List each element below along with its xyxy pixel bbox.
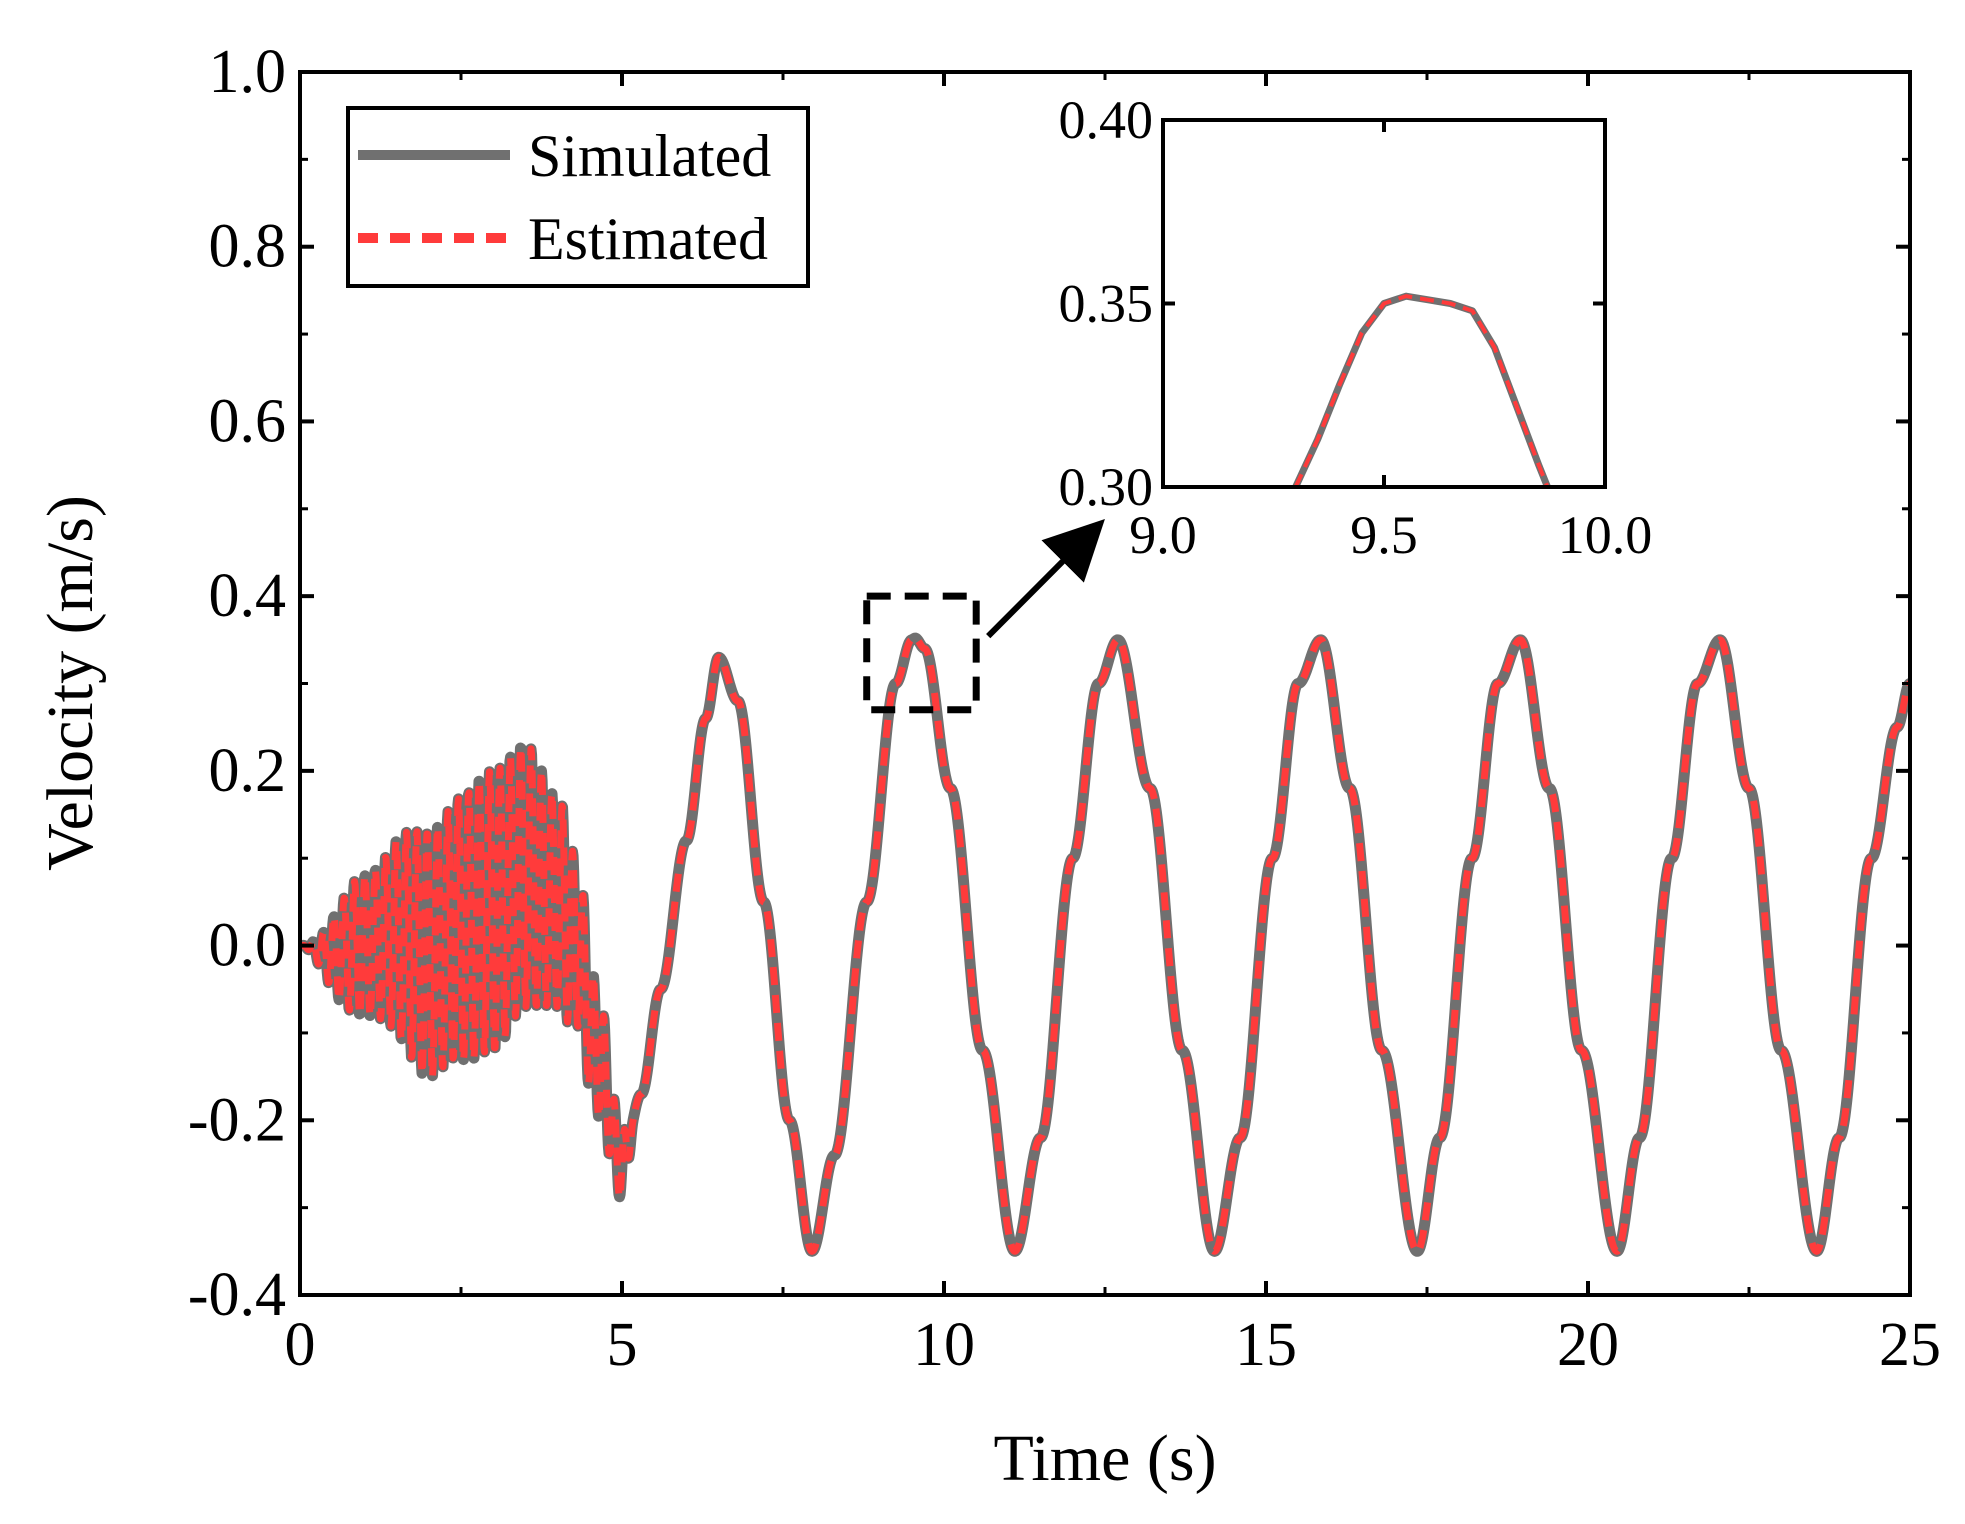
y-tick-label: 0.4 xyxy=(209,562,287,630)
legend-label-simulated: Simulated xyxy=(528,123,771,189)
inset-y-tick-label: 0.35 xyxy=(1059,274,1154,334)
x-tick-label: 20 xyxy=(1557,1311,1619,1379)
inset-series-line-estimated xyxy=(1293,294,1550,487)
inset-chart: 9.0 9.5 10.0 0.30 0.35 0.40 xyxy=(1059,90,1653,565)
y-axis-title: Velocity (m/s) xyxy=(34,495,107,871)
inset-series-group xyxy=(1292,292,1551,487)
inset-ticks-group: 9.0 9.5 10.0 0.30 0.35 0.40 xyxy=(1059,90,1653,565)
inset-x-tick-label: 9.0 xyxy=(1129,505,1197,565)
main-ticks-group: 0 5 10 15 20 25 -0.4 -0.2 0.0 0.2 0.4 0.6 0.8 1.0 xyxy=(188,38,1941,1379)
main-series-group xyxy=(300,632,1910,1257)
series-line-estimated xyxy=(300,634,1910,1255)
y-tick-label: -0.4 xyxy=(188,1261,286,1329)
inset-x-tick-label: 9.5 xyxy=(1350,505,1418,565)
x-tick-label: 25 xyxy=(1879,1311,1941,1379)
legend: Simulated Estimated xyxy=(346,106,810,288)
x-axis-title: Time (s) xyxy=(993,1422,1216,1495)
legend-label-estimated: Estimated xyxy=(528,206,768,272)
y-tick-label: -0.2 xyxy=(188,1086,286,1154)
y-tick-label: 0.8 xyxy=(209,213,287,281)
inset-y-tick-label: 0.40 xyxy=(1059,90,1154,150)
x-tick-label: 0 xyxy=(285,1311,316,1379)
x-tick-label: 5 xyxy=(607,1311,638,1379)
inset-y-tick-label: 0.30 xyxy=(1059,457,1154,517)
x-tick-label: 15 xyxy=(1235,1311,1297,1379)
x-tick-label: 10 xyxy=(913,1311,975,1379)
y-tick-label: 0.0 xyxy=(209,912,287,980)
y-tick-label: 1.0 xyxy=(209,38,287,106)
y-tick-label: 0.6 xyxy=(209,387,287,455)
zoom-region-box xyxy=(863,592,980,714)
inset-x-tick-label: 10.0 xyxy=(1558,505,1653,565)
zoom-annotation xyxy=(863,519,1105,714)
legend-box xyxy=(346,106,810,288)
y-tick-label: 0.2 xyxy=(209,737,287,805)
zoom-arrow xyxy=(986,519,1105,639)
